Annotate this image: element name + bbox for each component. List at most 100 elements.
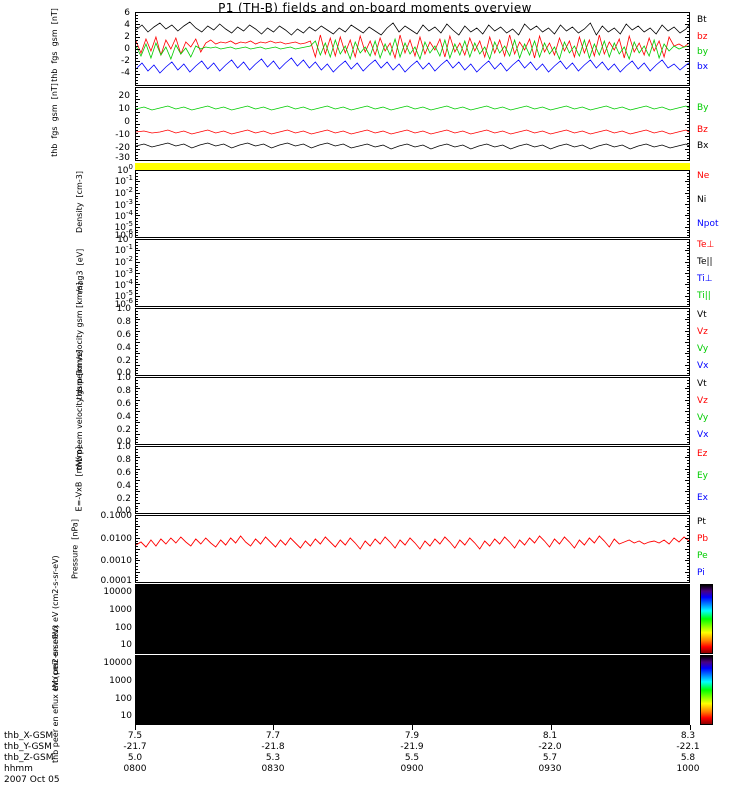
axis-tickmark — [135, 64, 138, 65]
axis-tickmark — [135, 716, 138, 717]
legend-p3-Ni: Ni — [697, 195, 707, 205]
axis-tickmark — [135, 265, 138, 266]
xaxis-row-label-3: hhmm — [4, 764, 33, 774]
axis-tickmark — [687, 130, 690, 131]
axis-tickmark — [135, 593, 138, 594]
axis-tickmark — [687, 267, 690, 268]
axis-tickmark — [135, 503, 140, 504]
axis-tickmark — [135, 106, 138, 107]
axis-tickmark — [135, 437, 138, 438]
axis-tickmark — [687, 580, 690, 581]
axis-tickmark — [135, 532, 138, 533]
axis-tickmark — [687, 146, 690, 147]
axis-tickmark — [135, 55, 138, 56]
axis-tickmark — [687, 276, 690, 277]
axis-tickmark — [135, 607, 140, 608]
axis-tickmark — [687, 637, 690, 638]
axis-tickmark — [135, 577, 138, 578]
axis-tickmark — [687, 474, 690, 475]
axis-tickmark — [687, 437, 690, 438]
axis-tickmark — [135, 319, 140, 320]
axis-tickmark — [135, 648, 138, 649]
panel-peer-spectrogram — [135, 655, 690, 725]
ytick-p2-10: 10 — [118, 104, 130, 114]
axis-tickmark — [135, 388, 140, 389]
axis-tickmark — [687, 449, 690, 450]
axis-tickmark — [687, 109, 690, 110]
ytick-p4-5: 10-5 — [114, 289, 133, 302]
axis-tickmark — [687, 245, 690, 246]
axis-tickmark — [685, 572, 690, 573]
axis-tickmark — [687, 259, 690, 260]
axis-tickmark — [687, 405, 690, 406]
axis-tickmark — [135, 127, 138, 128]
axis-tickmark — [135, 118, 138, 119]
axis-tickmark — [135, 526, 140, 527]
axis-tickmark — [135, 449, 138, 450]
axis-tickmark — [687, 486, 690, 487]
axis-tickmark — [687, 207, 690, 208]
ytick-p8-0010: 0.0010 — [100, 556, 133, 566]
axis-tickmark — [135, 187, 138, 188]
axis-tickmark — [687, 408, 690, 409]
ytick-p4-6: 10-6 — [114, 297, 133, 310]
xval-0-0: 7.5 — [127, 731, 143, 741]
axis-tickmark — [687, 658, 690, 659]
axis-tickmark — [135, 558, 138, 559]
axis-tickmark — [135, 425, 138, 426]
axis-tickmark — [687, 190, 690, 191]
axis-tickmark — [687, 334, 690, 335]
axis-tickmark — [687, 325, 690, 326]
panel-peim-velocity — [135, 308, 690, 376]
axis-tickmark — [687, 322, 690, 323]
axis-tickmark — [687, 218, 690, 219]
axis-tickmark — [135, 46, 138, 47]
axis-tickmark — [135, 463, 138, 464]
axis-tickmark — [685, 181, 690, 182]
axis-tickmark — [135, 569, 138, 570]
legend-p8-Pb: Pb — [697, 534, 709, 544]
axis-tickmark — [135, 642, 140, 643]
axis-tickmark — [135, 587, 138, 588]
ytick-p3-0: 100 — [117, 163, 133, 176]
axis-tickmark — [135, 535, 138, 536]
legend-p3-Npot: Npot — [697, 219, 719, 229]
axis-tickmark — [687, 563, 690, 564]
axis-tickmark — [135, 130, 138, 131]
axis-tickmark — [135, 673, 138, 674]
axis-tickmark — [687, 483, 690, 484]
xaxis-tickmark — [273, 725, 275, 730]
axis-tickmark — [135, 146, 138, 147]
axis-tickmark — [135, 325, 138, 326]
xval-3-1: 0830 — [261, 764, 285, 774]
axis-tickmark — [135, 52, 138, 53]
axis-tickmark — [135, 133, 138, 134]
ytick-p10-1000: 1000 — [109, 676, 132, 686]
legend-p1-bx: bx — [697, 62, 709, 72]
axis-tickmark — [135, 43, 138, 44]
axis-tickmark — [687, 242, 690, 243]
axis-tickmark — [687, 675, 690, 676]
axis-tickmark — [685, 388, 690, 389]
axis-tickmark — [135, 334, 138, 335]
axis-tickmark — [685, 560, 690, 561]
axis-tickmark — [135, 93, 138, 94]
ytick-p2-m10: -10 — [115, 130, 130, 140]
axis-tickmark — [135, 242, 138, 243]
axis-tickmark — [687, 684, 690, 685]
ytick-p10-10000: 10000 — [103, 658, 132, 668]
axis-tickmark — [135, 250, 140, 251]
axis-tickmark — [135, 373, 138, 374]
axis-tickmark — [135, 604, 138, 605]
axis-tickmark — [135, 483, 138, 484]
axis-tickmark — [685, 262, 690, 263]
xval-0-4: 8.3 — [680, 731, 696, 741]
axis-tickmark — [685, 215, 690, 216]
axis-tickmark — [687, 80, 690, 81]
axis-tickmark — [135, 245, 138, 246]
axis-tickmark — [687, 71, 690, 72]
axis-tickmark — [135, 452, 138, 453]
legend-p4-TePara: Te|| — [697, 257, 713, 267]
axis-tickmark — [687, 610, 690, 611]
legend-p4-TePerp: Te⊥ — [697, 240, 715, 250]
